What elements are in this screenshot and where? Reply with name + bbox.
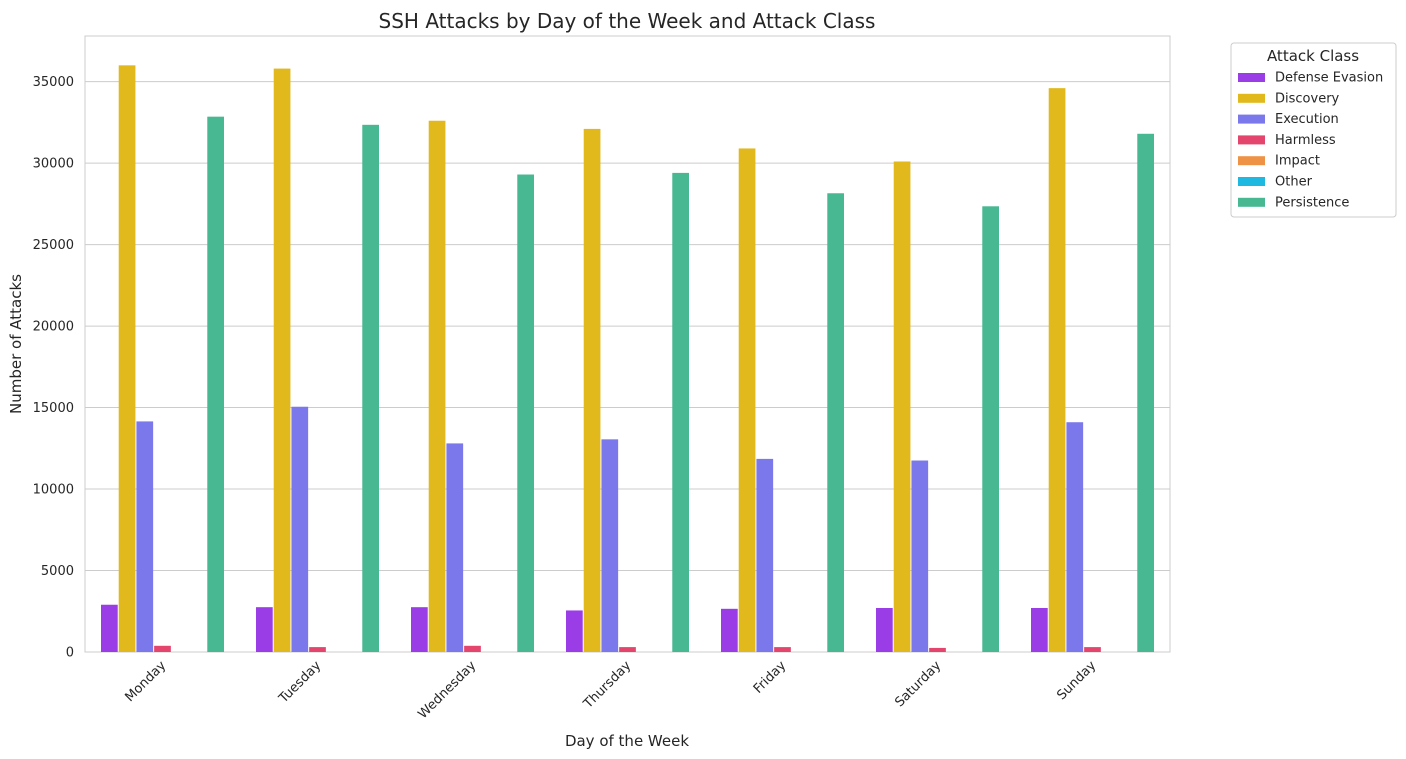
bar-execution-sunday (1066, 422, 1084, 652)
bar-discovery-thursday (583, 128, 601, 652)
bar-discovery-sunday (1048, 88, 1066, 653)
bar-defense-evasion-tuesday (256, 607, 273, 652)
x-tick-label: Monday (122, 658, 169, 705)
y-tick-label: 15000 (33, 401, 74, 416)
legend-title: Attack Class (1267, 47, 1359, 65)
plot-frame (84, 35, 1171, 653)
y-tick-label: 20000 (33, 320, 74, 335)
bars (101, 65, 1154, 653)
y-tick-label: 25000 (33, 238, 74, 253)
bar-harmless-saturday (929, 647, 946, 652)
x-axis-label: Day of the Week (565, 732, 689, 750)
x-tick-label: Sunday (1054, 658, 1099, 703)
gridlines (84, 35, 1171, 653)
y-tick-label: 30000 (33, 157, 74, 172)
legend-swatch (1238, 156, 1265, 166)
y-tick-label: 0 (66, 646, 74, 661)
bar-execution-wednesday (446, 443, 464, 652)
legend-swatch (1238, 114, 1265, 124)
x-tick-label: Tuesday (276, 658, 325, 707)
x-tick-label: Thursday (580, 658, 634, 712)
bar-discovery-tuesday (273, 68, 291, 652)
bar-harmless-wednesday (464, 645, 481, 652)
bar-harmless-sunday (1084, 647, 1101, 652)
legend-box (1230, 42, 1397, 218)
legend-label: Discovery (1275, 91, 1340, 106)
bar-harmless-friday (774, 647, 791, 652)
bar-defense-evasion-sunday (1031, 608, 1048, 652)
bar-persistence-sunday (1137, 133, 1154, 652)
bar-harmless-tuesday (309, 647, 326, 652)
y-axis-label: Number of Attacks (7, 274, 25, 414)
y-tick-label: 5000 (41, 564, 74, 579)
bar-defense-evasion-thursday (566, 610, 583, 652)
bar-execution-saturday (911, 460, 929, 652)
legend-label: Execution (1275, 112, 1339, 127)
y-tick-labels: 0 5000 10000 15000 20000 25000 30000 35000 (33, 75, 74, 660)
bar-persistence-monday (207, 116, 224, 652)
bar-discovery-wednesday (428, 120, 446, 653)
bar-execution-monday (136, 421, 154, 652)
bar-persistence-saturday (982, 206, 999, 652)
bar-defense-evasion-friday (721, 608, 738, 652)
y-tick-label: 10000 (33, 483, 74, 498)
legend-swatch (1238, 135, 1265, 145)
bar-persistence-friday (827, 193, 844, 652)
bar-discovery-friday (738, 148, 756, 652)
bar-defense-evasion-wednesday (411, 607, 428, 652)
legend-label: Impact (1275, 154, 1320, 169)
bar-defense-evasion-saturday (876, 608, 893, 652)
bar-persistence-wednesday (517, 174, 534, 652)
bar-defense-evasion-monday (101, 604, 118, 652)
x-tick-label: Saturday (892, 658, 944, 710)
x-tick-label: Wednesday (416, 658, 480, 722)
legend: Attack Class Defense Evasion Discovery Exe… (1230, 42, 1397, 218)
legend-swatch (1238, 93, 1265, 103)
x-tick-label: Friday (751, 658, 790, 697)
legend-label: Harmless (1275, 133, 1336, 148)
bar-harmless-monday (154, 645, 171, 652)
legend-items: Defense Evasion Discovery Execution Harmles… (1238, 71, 1383, 210)
bar-discovery-monday (118, 65, 136, 653)
legend-label: Persistence (1275, 195, 1349, 210)
chart-title: SSH Attacks by Day of the Week and Attac… (379, 9, 876, 33)
bar-persistence-tuesday (362, 124, 379, 652)
bar-harmless-thursday (619, 647, 636, 652)
bar-execution-tuesday (291, 406, 309, 652)
bar-persistence-thursday (672, 172, 689, 652)
bar-execution-thursday (601, 439, 619, 652)
legend-swatch (1238, 177, 1265, 186)
legend-label: Defense Evasion (1275, 71, 1383, 86)
bar-execution-friday (756, 458, 774, 652)
x-tick-labels: Monday Tuesday Wednesday Thursday Friday Satu… (122, 658, 1099, 722)
legend-swatch (1238, 197, 1265, 207)
legend-label: Other (1275, 175, 1313, 190)
bar-discovery-saturday (893, 161, 911, 652)
y-tick-label: 35000 (33, 75, 74, 90)
legend-swatch (1238, 73, 1265, 82)
